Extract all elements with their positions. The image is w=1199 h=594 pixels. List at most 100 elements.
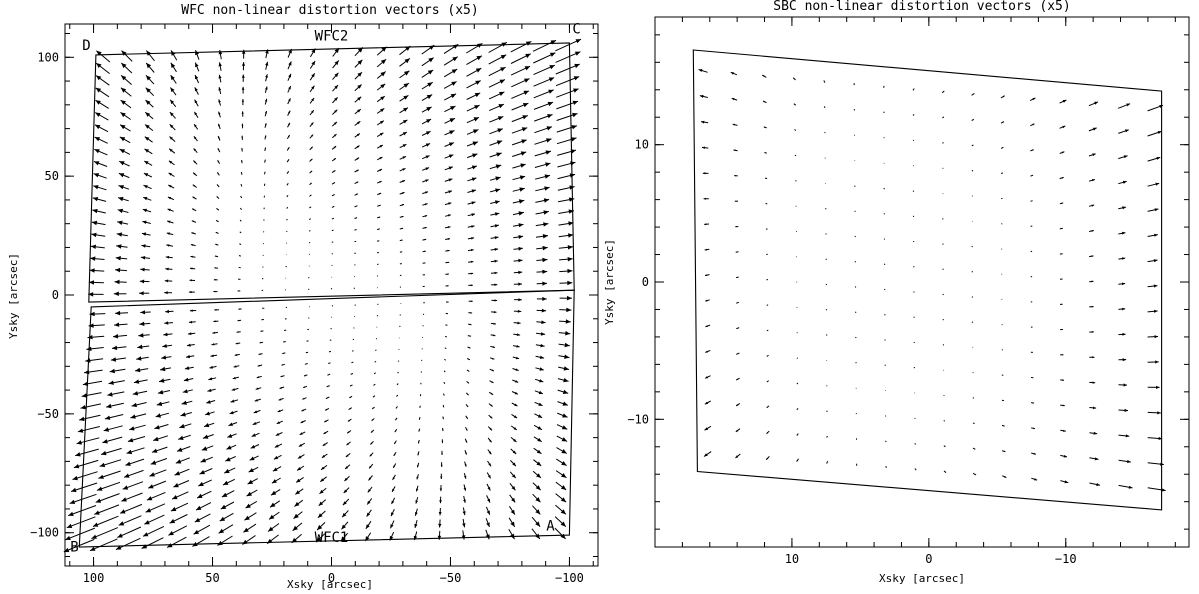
wfc-vector	[320, 464, 328, 471]
wfc-vector	[441, 439, 444, 444]
wfc-vector	[536, 296, 547, 301]
wfc-vector	[421, 81, 433, 90]
sbc-vector	[942, 268, 944, 270]
sbc-vector	[796, 458, 799, 462]
sbc-vector	[1001, 475, 1007, 479]
wfc-vector	[512, 199, 525, 204]
sbc-y-tick-label: 10	[635, 138, 649, 152]
wfc-vector	[286, 146, 290, 151]
wfc-vector	[299, 431, 306, 436]
wfc-vector	[218, 62, 222, 71]
wfc-vector	[143, 160, 153, 166]
wfc-vector	[319, 487, 327, 495]
wfc-vector	[99, 459, 122, 468]
wfc-vector	[376, 95, 385, 103]
wfc-vector	[513, 258, 523, 263]
wfc-vector	[161, 355, 172, 360]
wfc-vector	[135, 367, 149, 373]
sbc-vector	[1118, 155, 1128, 160]
wfc-vector	[462, 518, 466, 528]
wfc-vector	[309, 109, 315, 116]
wfc-vector	[219, 512, 234, 522]
wfc-vector	[308, 218, 311, 221]
wfc-vector	[440, 473, 443, 479]
wfc-vector	[443, 393, 445, 396]
wfc-vector	[467, 201, 476, 205]
sbc-vector	[972, 472, 977, 476]
sbc-vector	[824, 157, 826, 159]
wfc-vector	[354, 96, 362, 103]
wfc-distortion-chart: WFC non-linear distortion vectors (x5) 1…	[7, 3, 599, 591]
wfc-vector	[489, 164, 502, 170]
wfc-vector	[555, 51, 581, 63]
wfc-vector	[331, 133, 337, 139]
sbc-vector	[914, 442, 917, 445]
wfc-vector	[558, 331, 571, 336]
wfc-vector	[111, 345, 127, 351]
wfc-vector	[324, 419, 329, 423]
wfc-vector	[120, 111, 131, 120]
sbc-vector	[704, 223, 710, 226]
wfc-vector	[168, 184, 175, 189]
wfc-x-axis-label: Xsky [arcsec]	[287, 578, 373, 591]
wfc-vector	[373, 372, 376, 375]
wfc-vector	[555, 38, 582, 52]
wfc-vector	[536, 308, 547, 313]
wfc-vector	[223, 467, 236, 474]
wfc-vector	[534, 390, 544, 395]
wfc-vector	[466, 55, 483, 66]
wfc-vector	[151, 446, 168, 453]
sbc-vector	[1059, 151, 1065, 154]
wfc-vector	[488, 414, 493, 419]
wfc-vector	[241, 74, 245, 82]
wfc-vector	[179, 423, 192, 429]
wfc-vector	[309, 73, 316, 81]
sbc-vector	[1147, 436, 1163, 440]
wfc-vector	[212, 331, 218, 334]
sbc-vector	[1147, 360, 1159, 364]
wfc-vector	[513, 246, 523, 251]
wfc-vector	[508, 528, 515, 540]
sbc-vector	[942, 167, 944, 169]
sbc-vector	[1147, 335, 1159, 339]
wfc-vector	[368, 463, 374, 469]
sbc-vector	[855, 362, 857, 364]
sbc-vector	[885, 465, 887, 469]
sbc-vector	[735, 377, 740, 381]
wfc-vector	[533, 64, 556, 76]
wfc-vector	[536, 257, 548, 263]
wfc-vector	[92, 515, 119, 527]
wfc-vector	[421, 106, 432, 113]
wfc-vector	[256, 375, 262, 379]
wfc-vector	[115, 256, 128, 261]
wfc-vector	[444, 154, 454, 159]
sbc-vector	[735, 453, 741, 459]
wfc-vector	[214, 255, 219, 258]
wfc-vector	[422, 155, 430, 160]
sbc-vector	[1030, 200, 1033, 202]
wfc-vector	[176, 446, 191, 452]
sbc-vector	[913, 341, 915, 344]
sbc-vector	[705, 324, 711, 328]
sbc-vector	[1059, 202, 1064, 205]
sbc-vector	[735, 251, 739, 253]
sbc-vector	[854, 261, 856, 263]
wfc-vector	[351, 350, 354, 352]
wfc-vector	[166, 536, 187, 548]
wfc-vector	[89, 311, 106, 317]
wfc-vector	[248, 466, 259, 473]
wfc-vector	[215, 243, 219, 246]
wfc-vector	[68, 505, 97, 517]
wfc-vector	[535, 198, 550, 203]
wfc-vector	[93, 185, 107, 191]
wfc-vector	[421, 143, 431, 148]
wfc-vector	[491, 299, 498, 302]
wfc-vector	[510, 40, 532, 53]
wfc-vector	[175, 457, 190, 464]
wfc-vector	[556, 88, 579, 98]
wfc-vector	[308, 230, 311, 232]
sbc-vector	[1118, 129, 1129, 134]
sbc-vector	[912, 190, 915, 192]
wfc-vector	[92, 197, 107, 202]
wfc-vector	[556, 100, 579, 110]
